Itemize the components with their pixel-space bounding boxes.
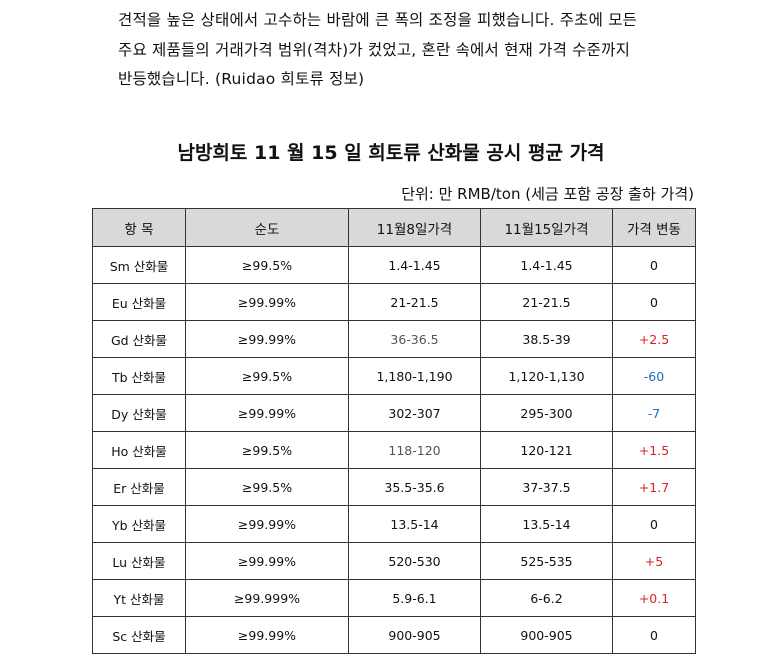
cell-nov8: 1,180-1,190 (348, 357, 481, 395)
cell-nov8: 1.4-1.45 (348, 246, 481, 284)
cell-purity: ≥99.99% (185, 320, 349, 358)
cell-change: 0 (612, 246, 696, 284)
unit-note: 단위: 만 RMB/ton (세금 포함 공장 출하 가격) (401, 185, 694, 203)
cell-nov15: 21-21.5 (480, 283, 613, 321)
table-row: Tb 산화물 ≥99.5% 1,180-1,190 1,120-1,130 -60 (92, 357, 696, 395)
cell-item: Yt 산화물 (92, 579, 186, 617)
table-row: Yb 산화물 ≥99.99% 13.5-14 13.5-14 0 (92, 505, 696, 543)
cell-nov8: 36-36.5 (348, 320, 481, 358)
header-change: 가격 변동 (612, 208, 696, 247)
cell-change: +2.5 (612, 320, 696, 358)
cell-item: Tb 산화물 (92, 357, 186, 395)
cell-nov15: 120-121 (480, 431, 613, 469)
cell-purity: ≥99.99% (185, 542, 349, 580)
cell-nov15: 37-37.5 (480, 468, 613, 506)
cell-change: -60 (612, 357, 696, 395)
cell-nov8: 520-530 (348, 542, 481, 580)
header-item: 항 목 (92, 208, 186, 247)
cell-nov8: 13.5-14 (348, 505, 481, 543)
price-table: 항 목 순도 11월8일가격 11월15일가격 가격 변동 Sm 산화물 ≥99.… (92, 208, 696, 654)
header-nov15: 11월15일가격 (480, 208, 613, 247)
cell-change: +0.1 (612, 579, 696, 617)
table-row: Er 산화물 ≥99.5% 35.5-35.6 37-37.5 +1.7 (92, 468, 696, 506)
cell-nov8: 21-21.5 (348, 283, 481, 321)
table-row: Lu 산화물 ≥99.99% 520-530 525-535 +5 (92, 542, 696, 580)
cell-nov15: 1.4-1.45 (480, 246, 613, 284)
table-row: Ho 산화물 ≥99.5% 118-120 120-121 +1.5 (92, 431, 696, 469)
cell-nov15: 38.5-39 (480, 320, 613, 358)
header-nov8: 11월8일가격 (348, 208, 481, 247)
table-title: 남방희토 11 월 15 일 희토류 산화물 공시 평균 가격 (177, 142, 605, 164)
paragraph-line: 견적을 높은 상태에서 고수하는 바람에 큰 폭의 조정을 피했습니다. 주초에… (118, 11, 638, 29)
table-row: Eu 산화물 ≥99.99% 21-21.5 21-21.5 0 (92, 283, 696, 321)
cell-change: 0 (612, 505, 696, 543)
table-row: Gd 산화물 ≥99.99% 36-36.5 38.5-39 +2.5 (92, 320, 696, 358)
table-row: Dy 산화물 ≥99.99% 302-307 295-300 -7 (92, 394, 696, 432)
cell-nov15: 295-300 (480, 394, 613, 432)
cell-item: Lu 산화물 (92, 542, 186, 580)
cell-nov15: 13.5-14 (480, 505, 613, 543)
cell-purity: ≥99.5% (185, 431, 349, 469)
intro-paragraph: 견적을 높은 상태에서 고수하는 바람에 큰 폭의 조정을 피했습니다. 주초에… (118, 6, 698, 95)
cell-nov15: 525-535 (480, 542, 613, 580)
header-row: 항 목 순도 11월8일가격 11월15일가격 가격 변동 (92, 208, 696, 247)
cell-nov8: 900-905 (348, 616, 481, 654)
cell-purity: ≥99.99% (185, 616, 349, 654)
cell-item: Dy 산화물 (92, 394, 186, 432)
cell-item: Er 산화물 (92, 468, 186, 506)
cell-item: Gd 산화물 (92, 320, 186, 358)
table-row: Sm 산화물 ≥99.5% 1.4-1.45 1.4-1.45 0 (92, 246, 696, 284)
cell-item: Ho 산화물 (92, 431, 186, 469)
cell-purity: ≥99.99% (185, 283, 349, 321)
cell-item: Yb 산화물 (92, 505, 186, 543)
cell-purity: ≥99.99% (185, 505, 349, 543)
table-row: Yt 산화물 ≥99.999% 5.9-6.1 6-6.2 +0.1 (92, 579, 696, 617)
cell-purity: ≥99.999% (185, 579, 349, 617)
cell-change: -7 (612, 394, 696, 432)
cell-nov15: 6-6.2 (480, 579, 613, 617)
paragraph-line: 주요 제품들의 거래가격 범위(격차)가 컸었고, 혼란 속에서 현재 가격 수… (118, 40, 631, 59)
cell-nov15: 900-905 (480, 616, 613, 654)
cell-purity: ≥99.5% (185, 357, 349, 395)
cell-item: Sm 산화물 (92, 246, 186, 284)
cell-purity: ≥99.5% (185, 468, 349, 506)
cell-nov15: 1,120-1,130 (480, 357, 613, 395)
cell-purity: ≥99.99% (185, 394, 349, 432)
cell-nov8: 302-307 (348, 394, 481, 432)
cell-change: 0 (612, 283, 696, 321)
table-row: Sc 산화물 ≥99.99% 900-905 900-905 0 (92, 616, 696, 654)
cell-change: +1.5 (612, 431, 696, 469)
cell-change: +5 (612, 542, 696, 580)
cell-purity: ≥99.5% (185, 246, 349, 284)
cell-nov8: 35.5-35.6 (348, 468, 481, 506)
cell-nov8: 118-120 (348, 431, 481, 469)
cell-change: 0 (612, 616, 696, 654)
paragraph-line: 반등했습니다. (Ruidao 희토류 정보) (118, 70, 365, 88)
header-purity: 순도 (185, 208, 349, 247)
cell-item: Eu 산화물 (92, 283, 186, 321)
cell-change: +1.7 (612, 468, 696, 506)
cell-item: Sc 산화물 (92, 616, 186, 654)
table-body: Sm 산화물 ≥99.5% 1.4-1.45 1.4-1.45 0 Eu 산화물 ≥99.9… (92, 246, 696, 654)
cell-nov8: 5.9-6.1 (348, 579, 481, 617)
